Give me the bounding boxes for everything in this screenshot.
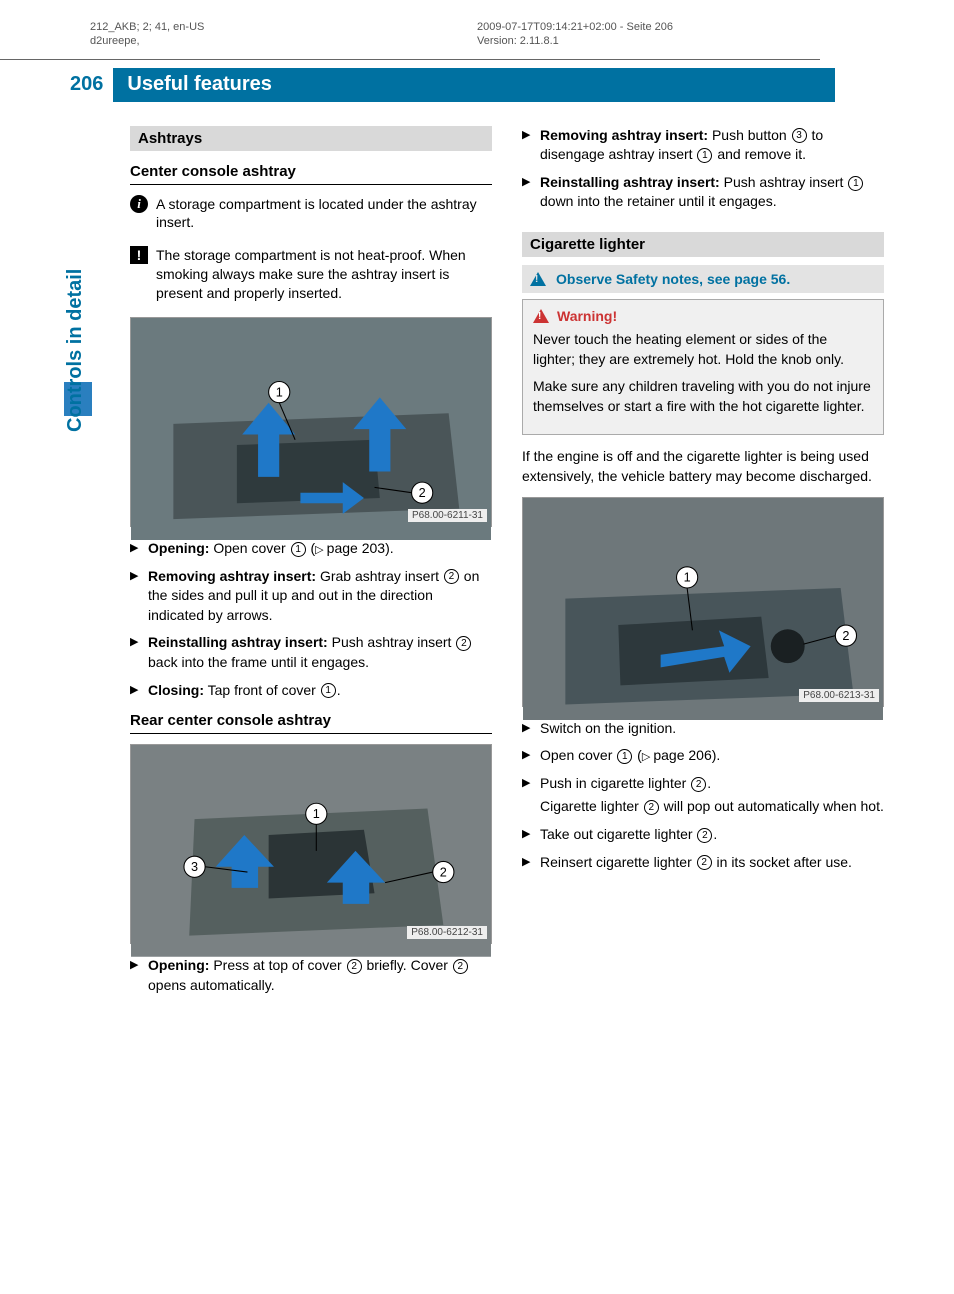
- side-tab: Controls in detail: [64, 262, 94, 442]
- step: Removing ashtray insert: Push button 3 t…: [522, 126, 884, 165]
- steps-cigarette-lighter: Switch on the ignition. Open cover 1 (pa…: [522, 719, 884, 794]
- svg-text:3: 3: [191, 860, 198, 874]
- svg-text:1: 1: [313, 807, 320, 821]
- paragraph-battery: If the engine is off and the cigarette l…: [522, 447, 884, 486]
- svg-text:2: 2: [842, 628, 849, 642]
- meta-left-2: d2ureepe,: [90, 34, 477, 48]
- step: Opening: Press at top of cover 2 briefly…: [130, 956, 492, 995]
- figure-rear-ashtray: 1 2 3 P68.00-6212-31: [130, 744, 492, 944]
- info-note-text: A storage compartment is located under t…: [156, 195, 492, 233]
- step: Switch on the ignition.: [522, 719, 884, 739]
- steps-cigarette-lighter-2: Take out cigarette lighter 2. Reinsert c…: [522, 825, 884, 872]
- step: Removing ashtray insert: Grab ashtray in…: [130, 567, 492, 626]
- meta-right-1: 2009-07-17T09:14:21+02:00 - Seite 206: [477, 20, 864, 34]
- safety-notes-bar: Observe Safety notes, see page 56.: [522, 265, 884, 293]
- meta-left-1: 212_AKB; 2; 41, en-US: [90, 20, 477, 34]
- figure-center-ashtray: 1 2 P68.00-6211-31: [130, 317, 492, 527]
- figure-id-2: P68.00-6212-31: [407, 926, 487, 939]
- svg-text:2: 2: [440, 865, 447, 879]
- exclamation-icon: !: [130, 246, 148, 264]
- step: Take out cigarette lighter 2.: [522, 825, 884, 845]
- step: Push in cigarette lighter 2.: [522, 774, 884, 794]
- subheading-center-console: Center console ashtray: [130, 159, 492, 185]
- svg-text:2: 2: [419, 486, 426, 500]
- safety-notes-text: Observe Safety notes, see page 56.: [556, 271, 790, 287]
- warning-triangle-icon: [530, 272, 546, 286]
- step: Opening: Open cover 1 (page 203).: [130, 539, 492, 559]
- svg-text:1: 1: [276, 385, 283, 399]
- page-number: 206: [70, 68, 115, 102]
- warning-p1: Never touch the heating element or sides…: [533, 330, 873, 369]
- subheading-rear-console: Rear center console ashtray: [130, 708, 492, 734]
- warning-box: Warning! Never touch the heating element…: [522, 299, 884, 435]
- warning-p2: Make sure any children traveling with yo…: [533, 377, 873, 416]
- svg-text:1: 1: [684, 570, 691, 584]
- info-note: i A storage compartment is located under…: [130, 195, 492, 233]
- figure-id-3: P68.00-6213-31: [799, 689, 879, 702]
- figure-cigarette-lighter: 1 2 P68.00-6213-31: [522, 497, 884, 707]
- section-heading-cigarette-lighter: Cigarette lighter: [522, 232, 884, 257]
- step: Open cover 1 (page 206).: [522, 746, 884, 766]
- print-meta: 212_AKB; 2; 41, en-US d2ureepe, 2009-07-…: [0, 0, 954, 49]
- step: Reinsert cigarette lighter 2 in its sock…: [522, 853, 884, 873]
- caution-note: ! The storage compartment is not heat-pr…: [130, 246, 492, 303]
- caution-note-text: The storage compartment is not heat-proo…: [156, 246, 492, 303]
- steps-rear-ashtray: Opening: Press at top of cover 2 briefly…: [130, 956, 492, 995]
- step: Reinstalling ashtray insert: Push ashtra…: [522, 173, 884, 212]
- figure-id-1: P68.00-6211-31: [408, 509, 487, 522]
- column-left: Ashtrays Center console ashtray i A stor…: [130, 126, 492, 1004]
- warning-triangle-red-icon: [533, 309, 549, 323]
- step: Closing: Tap front of cover 1.: [130, 681, 492, 701]
- side-tab-label: Controls in detail: [64, 252, 87, 432]
- steps-center-ashtray: Opening: Open cover 1 (page 203). Removi…: [130, 539, 492, 700]
- page-header: 206 Useful features: [70, 68, 954, 102]
- chapter-title: Useful features: [115, 68, 835, 102]
- meta-right-2: Version: 2.11.8.1: [477, 34, 864, 48]
- column-right: Removing ashtray insert: Push button 3 t…: [522, 126, 884, 1004]
- info-icon: i: [130, 195, 148, 213]
- section-heading-ashtrays: Ashtrays: [130, 126, 492, 151]
- rule-top: [0, 59, 820, 60]
- warning-title: Warning!: [557, 308, 617, 324]
- step: Reinstalling ashtray insert: Push ashtra…: [130, 633, 492, 672]
- steps-rear-cont: Removing ashtray insert: Push button 3 t…: [522, 126, 884, 212]
- step-continuation: Cigarette lighter 2 will pop out automat…: [522, 797, 884, 817]
